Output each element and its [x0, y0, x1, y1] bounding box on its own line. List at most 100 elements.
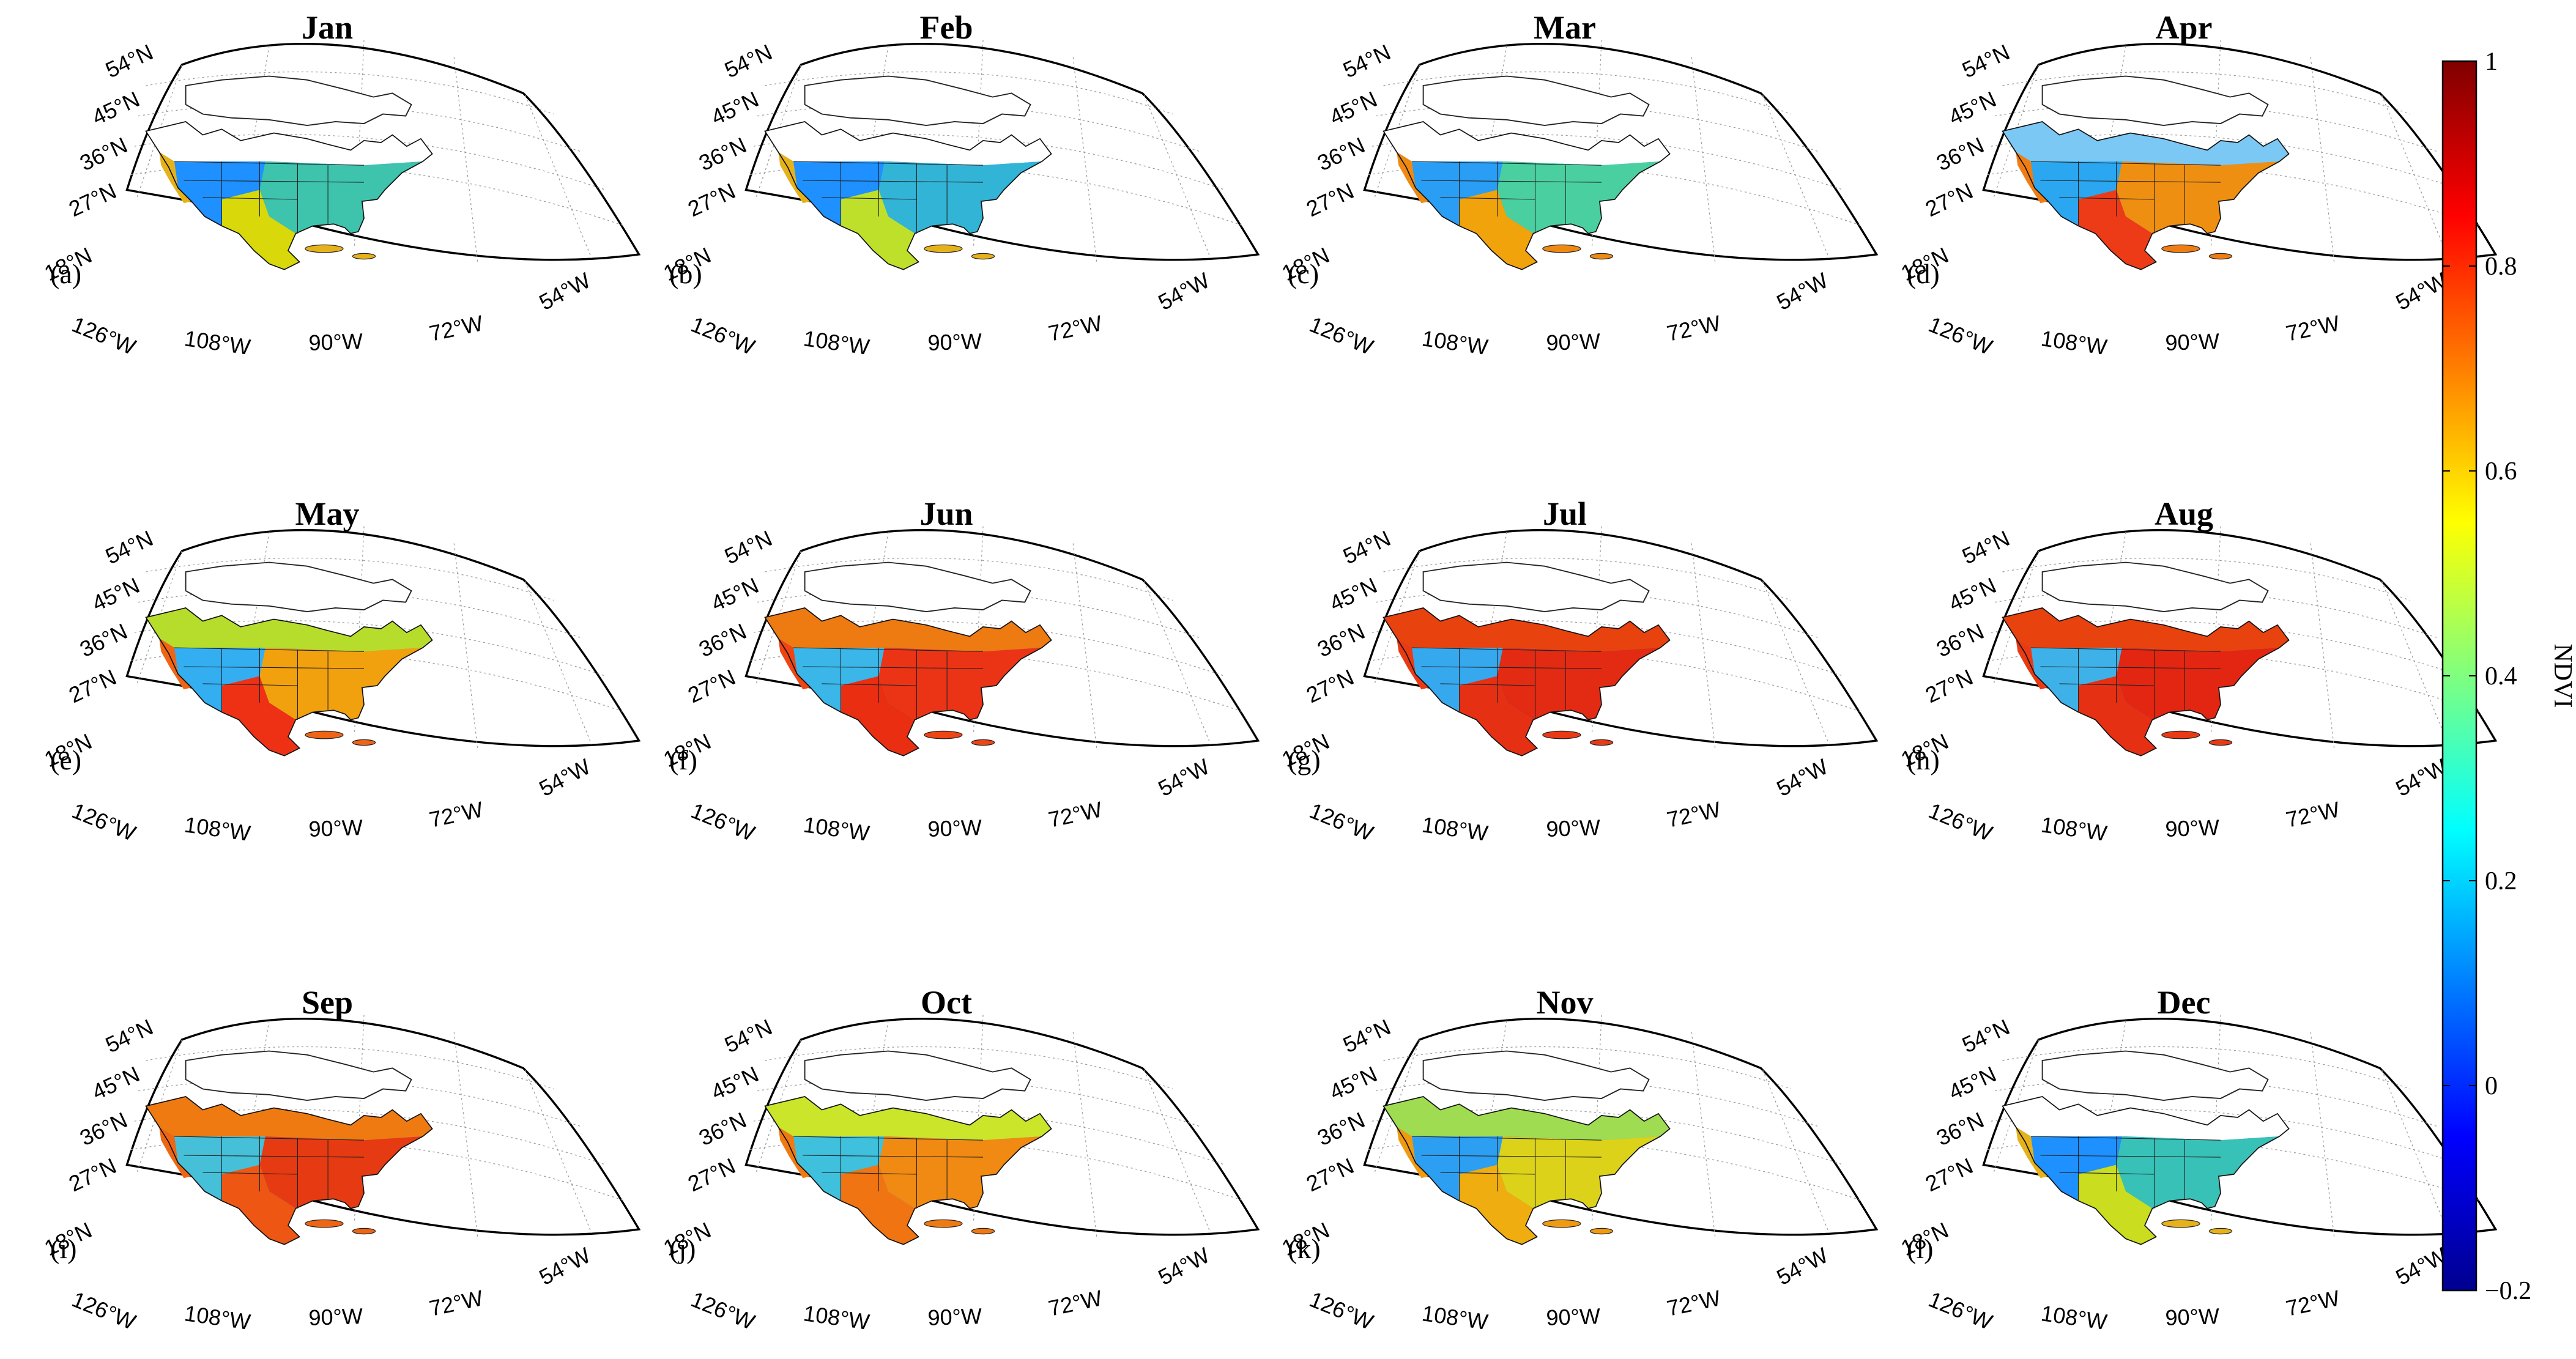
longitude-label: 90°W [2165, 1303, 2220, 1330]
land-east [259, 1136, 423, 1209]
latitude-label: 45°N [1945, 1061, 2000, 1105]
border-line [2030, 1136, 2221, 1141]
longitude-label: 108°W [1420, 1300, 1490, 1335]
coastline [1383, 1095, 1671, 1245]
border-line [174, 1136, 365, 1141]
longitude-label: 72°W [1665, 796, 1723, 832]
colorbar-title: NDVI [2548, 644, 2576, 708]
latitude-line [2002, 557, 2411, 601]
latitude-label: 54°N [1339, 525, 1394, 569]
longitude-label: 126°W [1925, 311, 1996, 360]
arctic-land [804, 75, 1031, 127]
border-line [184, 1155, 365, 1158]
latitude-label: 45°N [707, 572, 762, 616]
longitude-label: 90°W [927, 1303, 982, 1330]
latitude-label: 27°N [1302, 178, 1357, 221]
map-area [125, 1015, 641, 1245]
border-line [2030, 161, 2221, 166]
longitude-line [1143, 1070, 1211, 1234]
map-area [1363, 40, 1879, 270]
latitude-label: 54°N [721, 525, 776, 569]
latitude-line [765, 557, 1173, 601]
state-borders [1411, 1136, 1602, 1209]
coastline [1383, 120, 1671, 270]
state-borders [2030, 161, 2221, 234]
state-borders [2030, 1136, 2221, 1209]
latitude-label: 45°N [1945, 86, 2000, 130]
latitude-label: 54°N [102, 1014, 157, 1057]
map-area [744, 40, 1260, 270]
longitude-label: 54°W [535, 1242, 595, 1290]
colorbar-tick-label: −0.2 [2485, 1277, 2531, 1305]
border-line [822, 197, 917, 200]
land-north [1383, 1096, 1670, 1141]
longitude-label: 126°W [1306, 798, 1377, 846]
arctic-land [185, 1050, 412, 1102]
land-east [259, 161, 423, 234]
island [1589, 253, 1614, 260]
longitude-label: 108°W [802, 325, 871, 360]
border-line [184, 180, 365, 183]
latitude-label: 27°N [65, 664, 120, 708]
panel-title: Jun [919, 495, 973, 532]
longitude-label: 126°W [688, 311, 759, 360]
coastline [145, 607, 433, 757]
longitude-label: 108°W [183, 812, 252, 846]
colorbar-tick-label: 0.8 [2485, 253, 2517, 281]
longitude-label: 72°W [1046, 796, 1104, 832]
latitude-label: 36°N [76, 132, 131, 176]
panel-label: (g) [1288, 744, 1321, 776]
latitude-label: 54°N [721, 39, 776, 83]
land-south [221, 676, 300, 756]
land-south [2078, 676, 2156, 756]
island [2208, 739, 2233, 746]
land-south [1459, 1165, 1537, 1245]
longitude-label: 108°W [1420, 325, 1490, 360]
border-line [1440, 1172, 1535, 1175]
latitude-line [2002, 1046, 2411, 1090]
border-line [822, 683, 917, 686]
arctic-land [1422, 75, 1650, 127]
longitude-line [524, 95, 592, 259]
latitude-label: 27°N [1921, 664, 1977, 708]
arctic-land [2041, 1050, 2269, 1102]
panel-label: (j) [669, 1233, 696, 1264]
island [924, 244, 963, 253]
panel-label: (c) [1288, 258, 1319, 289]
longitude-line [1072, 1032, 1097, 1239]
panel-title: Sep [302, 984, 353, 1021]
border-line [803, 666, 984, 669]
latitude-label: 27°N [684, 1153, 739, 1196]
border-line [2040, 666, 2221, 669]
state-borders [793, 1136, 984, 1209]
coastline [1383, 607, 1671, 757]
border-line [2040, 180, 2221, 183]
map-area [744, 526, 1260, 757]
map-area [1363, 526, 1879, 757]
coastline [145, 1095, 433, 1245]
longitude-label: 90°W [927, 815, 982, 842]
longitude-label: 72°W [427, 1285, 485, 1320]
latitude-label: 45°N [88, 86, 143, 130]
land-north [765, 607, 1052, 652]
land-north [146, 121, 432, 166]
map-area [125, 526, 641, 757]
latitude-label: 54°N [102, 525, 157, 569]
latitude-line [1383, 71, 1792, 115]
latitude-label: 36°N [1932, 132, 1988, 176]
arctic-land [185, 561, 412, 613]
border-line [1440, 683, 1535, 686]
longitude-line [2381, 1070, 2449, 1234]
latitude-label: 54°N [1339, 1014, 1394, 1057]
state-borders [793, 647, 984, 720]
longitude-label: 90°W [927, 328, 982, 355]
colorbar-tick-label: 0.2 [2485, 867, 2517, 895]
panel-label: (k) [1288, 1233, 1321, 1264]
land-east [1497, 161, 1661, 234]
land-south [841, 1165, 919, 1245]
border-line [2059, 1172, 2155, 1175]
